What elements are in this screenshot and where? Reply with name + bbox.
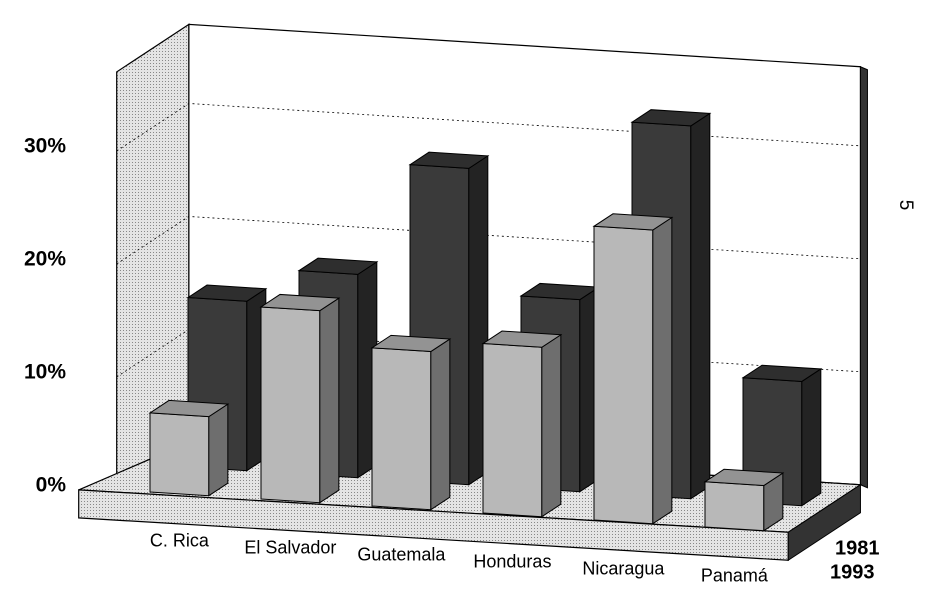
y-tick-label: 0% [36,473,67,496]
bar-face [592,213,674,231]
bar-face [260,306,321,504]
bar [703,468,785,532]
bar-face [801,368,822,507]
bar-face [703,468,785,487]
bar [741,364,823,507]
bar-face [741,364,823,382]
bar-face [149,412,210,497]
bar [370,334,452,511]
x-tick-label: Nicaragua [582,559,665,579]
x-tick-label: Honduras [473,552,551,572]
y-tick-label: 10% [24,360,66,383]
bar-face [371,347,432,511]
bar [148,399,230,497]
y-tick-label: 30% [24,135,66,158]
y-tick-label: 20% [24,248,66,271]
bar-face [704,481,765,532]
bar [259,293,341,504]
floor-side [787,483,861,562]
x-tick-label: El Salvador [244,538,336,558]
legend-label: 1981 [835,537,880,559]
wall-edge [859,65,868,489]
bar-face [297,257,379,275]
bar-face [408,151,490,169]
bar-face [481,330,563,348]
bar-face [593,225,654,525]
bar-face [259,293,341,312]
bar-face [541,333,562,518]
bar-face [430,338,451,511]
x-tick-label: Guatemala [357,545,446,565]
legend-label: 1993 [830,561,875,583]
bar-face [652,216,673,525]
bar-face [208,403,229,497]
bar-face [148,399,230,418]
bar-face [690,112,711,500]
bar-face [482,343,543,518]
x-tick-label: C. Rica [150,531,210,551]
page-number: 5 [895,200,916,211]
bar-face [319,297,340,504]
bar-face [370,334,452,353]
bar-face [630,109,712,127]
bar [481,330,563,518]
bar-face [186,284,268,302]
x-tick-label: Panamá [701,566,769,586]
bar [592,213,674,525]
